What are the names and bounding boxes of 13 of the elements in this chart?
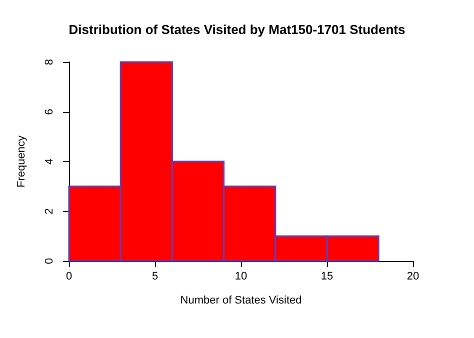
x-tick-label: 5 — [152, 270, 158, 282]
x-tick-label: 10 — [234, 270, 248, 282]
y-tick-label: 8 — [44, 58, 56, 66]
y-tick-label: 0 — [44, 258, 56, 264]
y-tick-label: 2 — [44, 208, 56, 214]
y-axis-title: Frequency — [16, 135, 28, 188]
x-tick-label: 0 — [66, 270, 72, 282]
x-tick-label: 20 — [406, 270, 420, 282]
x-tick-label: 15 — [320, 270, 334, 282]
y-tick-label: 6 — [44, 108, 56, 115]
x-axis-title: Number of States Visited — [180, 294, 302, 306]
chart-title: Distribution of States Visited by Mat150-1701 Students — [68, 22, 406, 37]
y-tick-label: 4 — [44, 158, 56, 165]
